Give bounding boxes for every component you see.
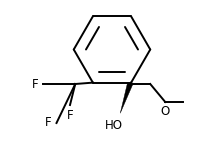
Text: HO: HO	[105, 119, 123, 132]
Polygon shape	[120, 83, 133, 113]
Text: F: F	[67, 109, 73, 122]
Text: F: F	[31, 78, 38, 90]
Text: F: F	[45, 117, 52, 129]
Text: O: O	[161, 105, 170, 118]
